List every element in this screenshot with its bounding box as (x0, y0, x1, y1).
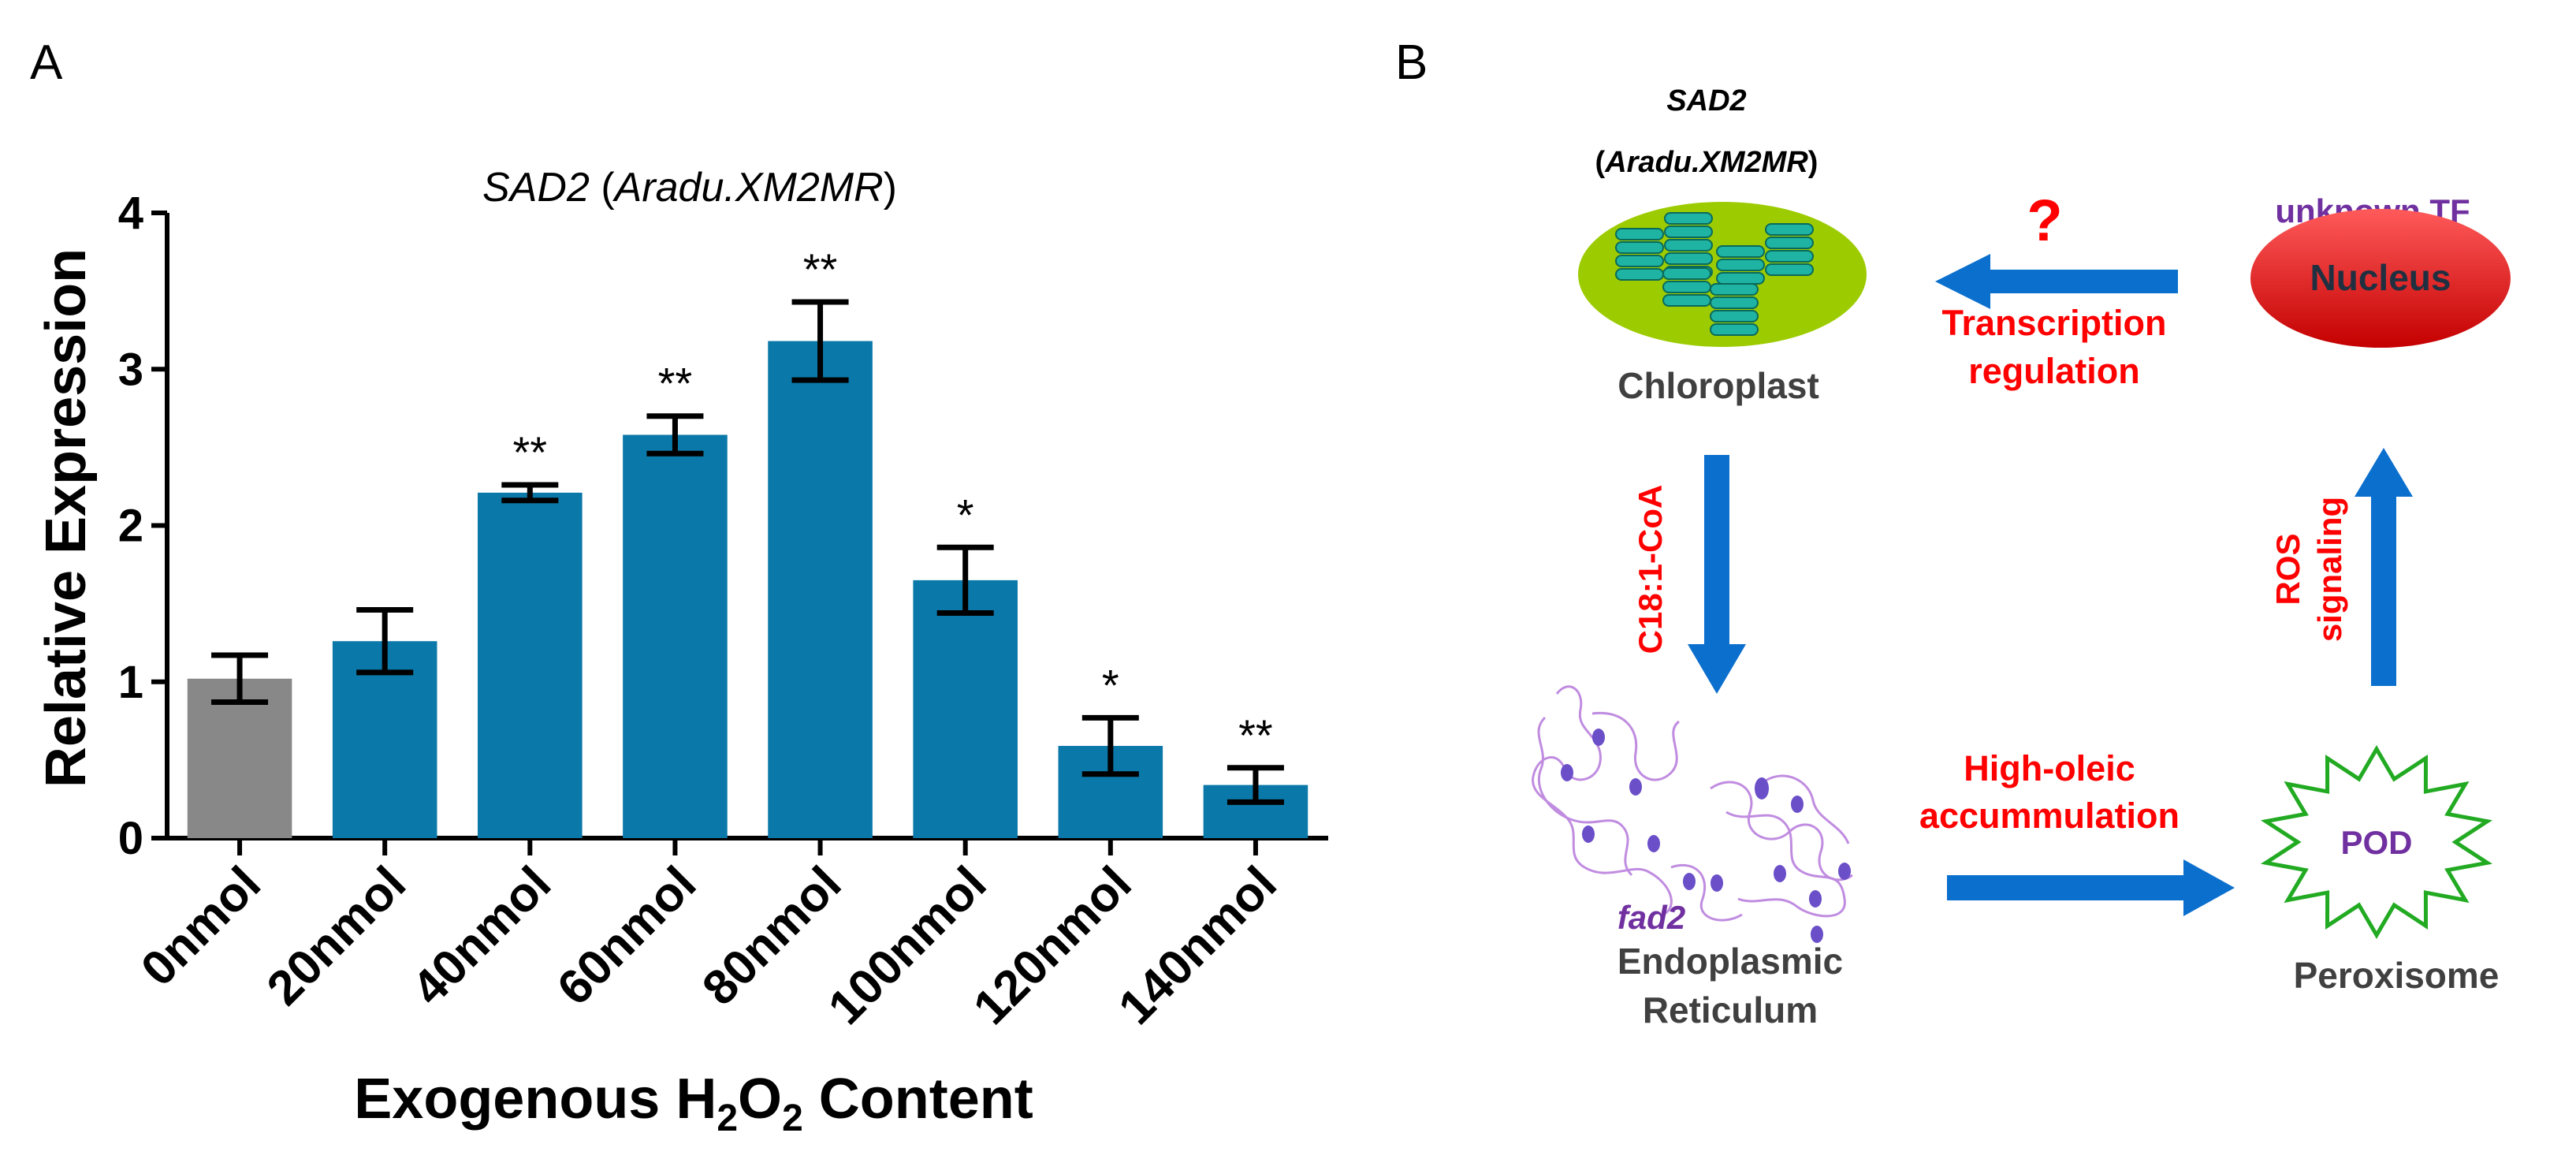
significance-marker-40nmol: ** (513, 427, 548, 477)
bar-0nmol (187, 678, 292, 838)
sad2-gene-label: SAD2 (1666, 84, 1746, 117)
significance-marker-60nmol: ** (658, 359, 693, 408)
bar-100nmol (913, 580, 1018, 838)
sad2-locus-label: (Aradu.XM2MR) (1595, 146, 1818, 179)
panel-a-label: A (30, 35, 63, 90)
thylakoid-disc (1662, 294, 1711, 307)
x-tick-label: 40nmol (402, 856, 561, 1016)
thylakoid-disc (1615, 228, 1664, 240)
y-axis-label: Relative Expression (35, 248, 98, 788)
thylakoid-disc (1765, 250, 1814, 263)
x-tick-label: 60nmol (547, 856, 706, 1016)
nucleus-label: Nucleus (2310, 257, 2451, 298)
plot-area: 012340nmol20nmol**40nmol**60nmol**80nmol… (118, 188, 1328, 1035)
transcription-arrow (1935, 254, 2178, 309)
question-mark: ? (2027, 188, 2062, 253)
er-label-line2: Reticulum (1643, 990, 1818, 1031)
chloroplast-label: Chloroplast (1617, 365, 1819, 406)
x-tick-label: 0nmol (131, 856, 271, 997)
thylakoid-disc (1664, 252, 1713, 265)
thylakoid-disc (1615, 268, 1664, 281)
ros-label-line1: ROS (2269, 533, 2306, 605)
panel-b-label: B (1395, 35, 1428, 90)
bar-80nmol (768, 341, 873, 838)
panel-a: A SAD2 (Aradu.XM2MR) Relative Expression… (30, 35, 1328, 1139)
fad2-label: fad2 (1617, 899, 1685, 936)
significance-marker-120nmol: * (1102, 660, 1119, 710)
ros-label-line2: signaling (2311, 497, 2348, 642)
bar-60nmol (623, 434, 728, 838)
x-tick-label: 140nmol (1108, 856, 1287, 1035)
thylakoid-disc (1615, 241, 1664, 254)
x-tick-label: 20nmol (257, 856, 416, 1016)
thylakoid-disc (1765, 263, 1814, 276)
y-tick-label: 0 (118, 813, 143, 864)
high-oleic-label-line1: High-oleic (1964, 748, 2135, 788)
thylakoid-disc (1615, 255, 1664, 267)
significance-marker-140nmol: ** (1238, 710, 1273, 760)
thylakoid-disc (1710, 323, 1759, 336)
nucleus-shape (2250, 209, 2511, 348)
thylakoid-disc (1664, 225, 1713, 238)
x-tick-label: 100nmol (818, 856, 997, 1035)
thylakoid-disc (1716, 272, 1765, 285)
thylakoid-disc (1664, 239, 1713, 252)
pod-label: POD (2340, 824, 2412, 861)
thylakoid-disc (1662, 267, 1711, 280)
bar-40nmol (478, 492, 583, 838)
thylakoid-stacks-icon (1615, 212, 1814, 336)
thylakoid-disc (1710, 283, 1759, 296)
c18-arrow (1688, 455, 1746, 694)
y-tick-label: 4 (118, 188, 143, 239)
x-tick-label: 120nmol (963, 856, 1142, 1035)
y-tick-label: 1 (118, 657, 143, 708)
ros-arrow (2355, 448, 2413, 686)
y-tick-label: 3 (118, 344, 143, 395)
thylakoid-disc (1765, 237, 1814, 249)
er-label-line1: Endoplasmic (1617, 941, 1843, 982)
significance-marker-80nmol: ** (803, 244, 838, 294)
thylakoid-disc (1716, 245, 1765, 258)
er-dots (1561, 729, 1851, 943)
x-axis-label: Exogenous H2O2 Content (354, 1068, 1033, 1139)
thylakoid-disc (1664, 212, 1713, 225)
y-tick-label: 2 (118, 501, 143, 552)
endoplasmic-reticulum-icon (1532, 685, 1853, 922)
thylakoid-disc (1765, 223, 1814, 236)
high-oleic-arrow (1947, 859, 2235, 916)
transcription-label-line1: Transcription (1941, 303, 2166, 343)
c18-label: C18:1-CoA (1632, 485, 1669, 654)
high-oleic-label-line2: accummulation (1919, 796, 2180, 836)
thylakoid-disc (1710, 296, 1759, 309)
significance-marker-100nmol: * (957, 490, 974, 539)
peroxisome-label: Peroxisome (2294, 955, 2500, 996)
chart-title: SAD2 (Aradu.XM2MR) (482, 165, 897, 211)
panel-b: B SAD2 (Aradu.XM2MR) Chloroplast ? Trans… (1395, 35, 2511, 1031)
pod-starburst-shape (2260, 745, 2493, 939)
thylakoid-disc (1710, 310, 1759, 322)
transcription-label-line2: regulation (1968, 351, 2140, 391)
thylakoid-disc (1662, 281, 1711, 293)
thylakoid-disc (1716, 259, 1765, 271)
